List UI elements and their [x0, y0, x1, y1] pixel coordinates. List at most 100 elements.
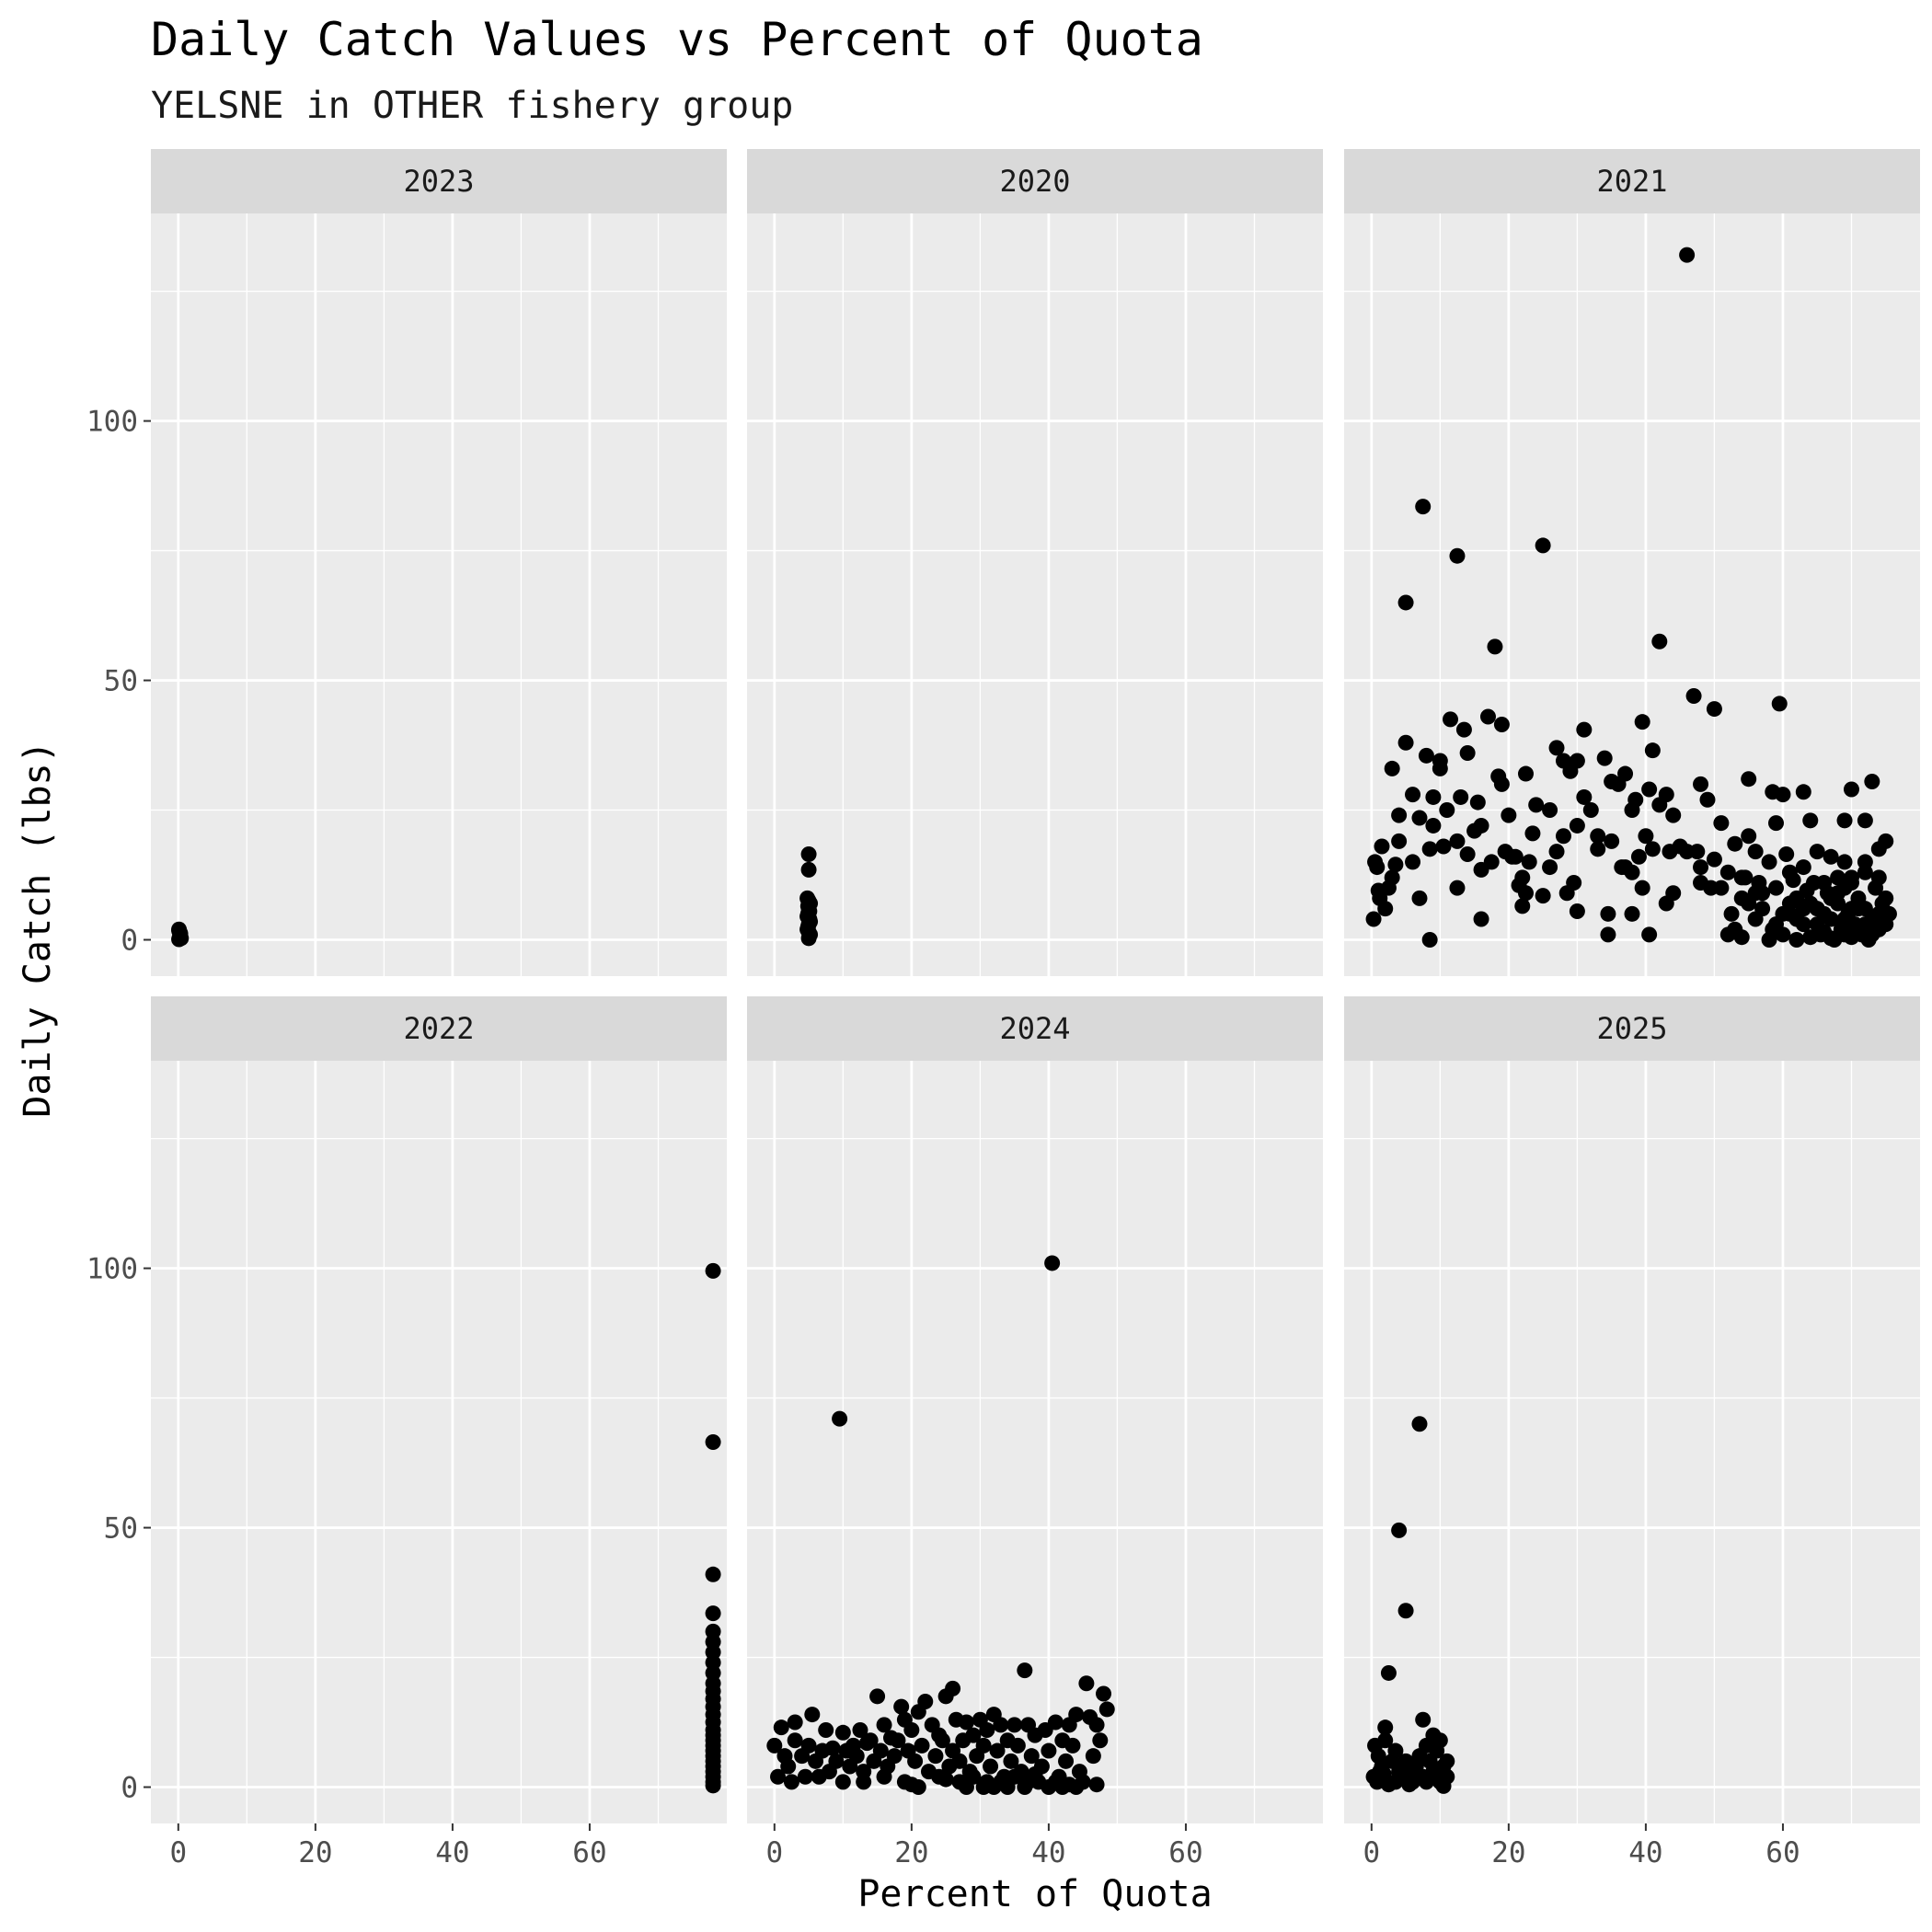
data-point [1768, 880, 1784, 896]
data-point [1405, 787, 1421, 803]
data-point [1006, 1768, 1023, 1785]
data-point [1435, 1777, 1452, 1794]
data-point [1733, 890, 1750, 906]
data-point [1857, 864, 1873, 880]
data-point [1723, 905, 1740, 922]
data-point [1511, 877, 1527, 893]
data-point [1610, 776, 1627, 792]
data-point [1085, 1748, 1101, 1765]
data-point [951, 1753, 968, 1769]
data-point [1405, 854, 1421, 870]
data-point [1387, 1774, 1404, 1790]
data-point [1432, 760, 1448, 776]
data-point [1754, 901, 1771, 917]
data-point [1733, 929, 1750, 946]
data-point [818, 1721, 834, 1738]
data-point [869, 1688, 886, 1705]
facet-panel-2025: 2025 0 20 40 60 [1344, 996, 1920, 1869]
x-tick-label: 20 [1491, 1836, 1525, 1869]
data-point [799, 898, 816, 914]
data-point [1487, 638, 1503, 655]
data-point [804, 1707, 821, 1723]
y-tick-label: 0 [121, 1772, 138, 1805]
data-point [1391, 1522, 1408, 1538]
data-point [856, 1774, 872, 1790]
data-point [1449, 880, 1466, 896]
data-point [1369, 859, 1386, 876]
data-point [1857, 812, 1873, 829]
data-point [1802, 895, 1819, 912]
data-point [1469, 794, 1486, 811]
data-point [1493, 776, 1510, 792]
data-point [1768, 815, 1784, 832]
data-point [1816, 905, 1833, 922]
data-point [1576, 721, 1593, 738]
data-point [1466, 822, 1483, 839]
panel-background [747, 213, 1323, 976]
data-point [1418, 747, 1434, 764]
data-point [958, 1714, 974, 1731]
data-point [965, 1768, 982, 1785]
x-tick-label: 0 [169, 1836, 187, 1869]
data-point [1435, 838, 1452, 855]
facet-strip [1344, 996, 1920, 1061]
data-point [1009, 1737, 1026, 1754]
data-point [1439, 802, 1455, 819]
data-point [937, 1771, 954, 1788]
data-point [1391, 833, 1408, 849]
data-point [1449, 547, 1466, 564]
y-tick-label: 50 [104, 1512, 138, 1546]
data-point [848, 1748, 865, 1765]
data-point [1651, 633, 1668, 650]
data-point [1644, 841, 1661, 857]
data-point [1802, 812, 1819, 829]
data-point [797, 1768, 813, 1785]
data-point [705, 1434, 721, 1450]
data-point [1092, 1732, 1109, 1749]
x-tick-label: 60 [572, 1836, 606, 1869]
data-point [1391, 807, 1408, 823]
data-point [1548, 844, 1565, 860]
data-point [876, 1768, 892, 1785]
data-point [1548, 740, 1565, 756]
facet-strip [151, 996, 727, 1061]
data-point [1483, 854, 1500, 870]
data-point [1864, 926, 1880, 943]
data-point [1044, 1255, 1061, 1271]
facet-strip-label: 2023 [403, 164, 474, 199]
facet-strip [747, 149, 1323, 213]
facet-strip [747, 996, 1323, 1061]
data-point [1017, 1662, 1033, 1679]
x-tick-label: 60 [1168, 1836, 1202, 1869]
data-point [914, 1737, 930, 1754]
data-point [1372, 890, 1388, 906]
data-point [890, 1732, 906, 1749]
data-point [989, 1742, 1006, 1759]
data-point [1047, 1714, 1064, 1731]
y-tick-label: 50 [104, 665, 138, 698]
data-point [1003, 1753, 1019, 1769]
x-tick-label: 40 [435, 1836, 469, 1869]
x-tick-label: 40 [1628, 1836, 1662, 1869]
data-point [1075, 1774, 1091, 1790]
data-point [903, 1777, 920, 1793]
data-point [1641, 926, 1658, 943]
data-point [979, 1721, 995, 1738]
data-point [1843, 901, 1859, 917]
data-point [1747, 844, 1764, 860]
data-point [1737, 869, 1754, 886]
data-point [1061, 1717, 1077, 1733]
data-point [773, 1719, 789, 1736]
facet-strip-label: 2025 [1596, 1011, 1667, 1046]
data-point [1459, 745, 1476, 762]
data-point [955, 1732, 972, 1749]
data-point [1699, 791, 1716, 808]
data-point [1429, 1742, 1445, 1759]
data-point [1843, 781, 1859, 798]
facet-panel-2022: 2022 0 50 100 0 20 40 60 [86, 996, 727, 1869]
data-point [1098, 1701, 1115, 1718]
data-point [1816, 874, 1833, 891]
data-point [1706, 851, 1722, 868]
data-point [907, 1753, 924, 1769]
data-point [1397, 734, 1414, 751]
